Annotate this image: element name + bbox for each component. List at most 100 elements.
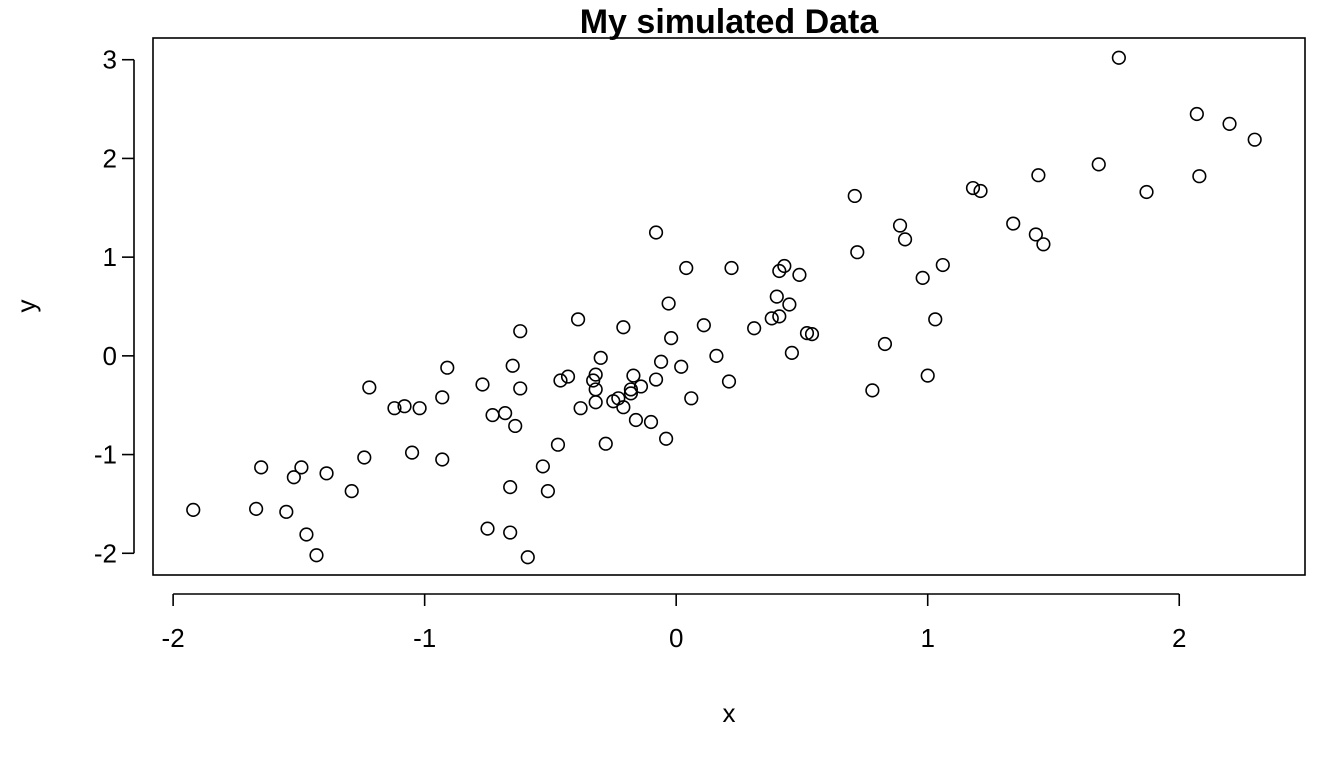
plot-frame — [152, 37, 1306, 576]
data-point — [412, 401, 427, 416]
data-point — [850, 245, 865, 260]
data-point — [550, 437, 566, 452]
data-point — [616, 320, 631, 335]
data-point — [973, 183, 988, 199]
data-point — [643, 414, 659, 430]
data-point — [1192, 169, 1207, 184]
y-tick-label: 1 — [103, 242, 117, 272]
y-axis-label: y — [11, 300, 41, 313]
data-point — [503, 525, 518, 540]
data-point — [508, 418, 523, 434]
data-point — [747, 321, 762, 336]
data-point — [892, 218, 908, 233]
y-tick-label: -2 — [94, 538, 117, 568]
y-tick-label: 2 — [103, 143, 117, 173]
data-point — [920, 368, 935, 383]
data-point — [679, 260, 694, 276]
data-point — [777, 258, 792, 274]
x-tick-label: 1 — [920, 623, 934, 653]
data-point — [553, 373, 568, 388]
data-point — [623, 382, 639, 397]
data-point — [588, 395, 603, 410]
data-point — [626, 368, 641, 383]
data-point — [877, 336, 893, 352]
x-tick-label: -1 — [413, 623, 436, 653]
data-point — [186, 502, 201, 517]
data-point — [344, 483, 359, 499]
data-point — [294, 460, 309, 475]
x-axis: -2 -1 0 1 2 — [162, 593, 1186, 653]
y-tick-label: 3 — [103, 45, 117, 75]
data-point — [404, 445, 420, 460]
data-point — [915, 270, 930, 285]
data-point — [1006, 216, 1021, 231]
data-point — [664, 330, 679, 346]
data-point — [475, 377, 490, 392]
chart-title: My simulated Data — [580, 3, 880, 41]
x-axis-label: x — [723, 698, 736, 728]
data-point — [535, 459, 550, 474]
data-point — [764, 311, 779, 326]
data-point — [387, 401, 402, 416]
x-tick-label: 0 — [669, 623, 683, 653]
data-point — [279, 504, 294, 519]
data-point — [696, 318, 711, 333]
data-point — [633, 379, 649, 394]
data-point — [357, 450, 372, 465]
data-point — [659, 431, 674, 446]
data-point — [573, 401, 588, 416]
data-points — [186, 50, 1262, 565]
data-point — [784, 345, 799, 360]
data-point — [1031, 168, 1046, 183]
data-point — [397, 399, 412, 414]
data-point — [588, 382, 603, 397]
data-point — [653, 354, 669, 369]
x-tick-label: -2 — [162, 623, 185, 653]
data-point — [1247, 132, 1262, 147]
data-point — [965, 180, 981, 196]
data-point — [769, 289, 784, 304]
data-point — [724, 260, 739, 276]
data-point — [804, 327, 820, 342]
data-point — [616, 400, 631, 415]
data-point — [1036, 237, 1051, 252]
data-point — [1111, 50, 1126, 65]
data-point — [570, 312, 586, 327]
data-point — [435, 452, 450, 467]
y-tick-label: -1 — [94, 440, 117, 470]
data-point — [505, 358, 520, 373]
data-point — [254, 460, 269, 475]
data-point — [1222, 116, 1237, 131]
data-point — [309, 548, 324, 563]
data-point — [440, 360, 455, 375]
x-tick-label: 2 — [1172, 623, 1186, 653]
data-point — [249, 501, 264, 516]
y-axis: -2 -1 0 1 2 3 — [94, 45, 135, 568]
data-point — [721, 374, 737, 389]
data-point — [772, 263, 787, 279]
data-point — [772, 309, 787, 324]
data-point — [935, 257, 950, 273]
data-point — [480, 521, 495, 536]
data-point — [513, 381, 528, 396]
data-point — [435, 390, 450, 405]
data-point — [628, 412, 644, 428]
data-point — [319, 466, 334, 481]
data-point — [648, 225, 664, 240]
data-point — [709, 348, 724, 363]
data-point — [674, 359, 689, 374]
data-point — [648, 372, 664, 387]
data-point — [684, 391, 699, 406]
data-point — [299, 527, 314, 542]
data-point — [897, 232, 913, 247]
data-point — [503, 480, 518, 495]
data-point — [623, 386, 639, 401]
data-point — [661, 296, 676, 311]
data-point — [560, 369, 576, 384]
data-point — [520, 550, 535, 565]
data-point — [286, 470, 301, 485]
data-point — [588, 367, 603, 382]
data-point — [792, 267, 807, 283]
data-point — [1139, 184, 1154, 200]
